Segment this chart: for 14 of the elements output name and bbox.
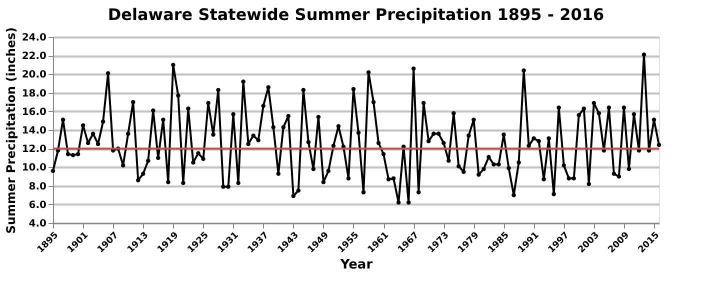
- y-tick-label: 12.0: [22, 144, 47, 156]
- y-tick-label: 6.0: [28, 200, 47, 211]
- chart-title: Delaware Statewide Summer Precipitation 1895 - 2016: [108, 4, 604, 24]
- y-axis-title: Summer Precipitation (inches): [4, 27, 18, 234]
- y-tick-label: 4.0: [28, 218, 47, 230]
- y-tick-label: 24.0: [22, 32, 47, 44]
- y-tick-label: 16.0: [22, 106, 47, 118]
- y-tick-label: 14.0: [22, 126, 47, 136]
- y-tick-label: 22.0: [22, 51, 47, 62]
- y-tick-label: 20.0: [22, 70, 47, 81]
- y-tick-label: 10.0: [22, 162, 47, 174]
- y-tick-label: 8.0: [28, 181, 47, 192]
- x-axis-title: Year: [339, 258, 374, 273]
- y-tick-label: 18.0: [22, 88, 47, 100]
